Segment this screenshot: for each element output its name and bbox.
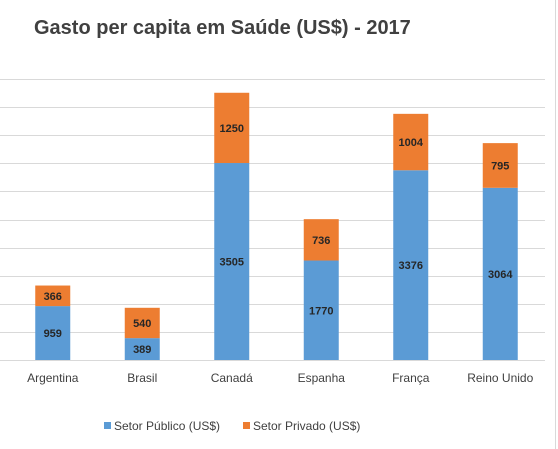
data-label: 366 xyxy=(44,291,62,303)
data-label: 1250 xyxy=(220,123,244,135)
chart-title: Gasto per capita em Saúde (US$) - 2017 xyxy=(34,17,411,39)
x-tick-label: Argentina xyxy=(27,371,79,385)
x-tick-label: Brasil xyxy=(127,371,157,385)
x-tick-label: França xyxy=(392,371,430,385)
bar-espanha-privado xyxy=(303,219,339,261)
data-label: 736 xyxy=(312,235,330,247)
data-label: 3064 xyxy=(488,269,513,281)
data-label: 959 xyxy=(44,328,62,340)
bars: 959 366 389 540 3505 1250 1770 736 3376 1004 3064 7… xyxy=(35,92,518,360)
legend-label: Setor Público (US$) xyxy=(114,419,220,433)
x-axis-ticks: Argentina Brasil Canadá Espanha França Reino … xyxy=(27,371,534,385)
bar-brasil-publico xyxy=(124,338,160,360)
bar-reino-unido-publico xyxy=(482,187,518,360)
bar-brasil-privado xyxy=(124,307,160,339)
bar-canada-privado xyxy=(214,92,250,164)
data-label: 3376 xyxy=(399,260,423,272)
data-label: 1770 xyxy=(309,305,333,317)
legend-label: Setor Privado (US$) xyxy=(253,419,360,433)
bar-reino-unido-privado xyxy=(482,143,518,188)
legend-swatch xyxy=(243,422,250,429)
bar-franca-publico xyxy=(393,170,429,360)
gridlines xyxy=(0,79,545,361)
data-label: 3505 xyxy=(220,257,244,269)
bar-espanha-publico xyxy=(303,260,339,360)
bar-canada-publico xyxy=(214,163,250,360)
bar-argentina-publico xyxy=(35,306,71,360)
data-label: 540 xyxy=(133,318,151,330)
x-tick-label: Canadá xyxy=(211,371,253,385)
data-label: 795 xyxy=(491,160,509,172)
data-label: 1004 xyxy=(399,137,424,149)
bar-argentina-privado xyxy=(35,285,71,307)
x-tick-label: Reino Unido xyxy=(467,371,533,385)
x-tick-label: Espanha xyxy=(298,371,346,385)
legend-swatch xyxy=(104,422,111,429)
legend: Setor Público (US$) Setor Privado (US$) xyxy=(104,419,360,433)
bar-franca-privado xyxy=(393,113,429,171)
data-label: 389 xyxy=(133,344,151,356)
